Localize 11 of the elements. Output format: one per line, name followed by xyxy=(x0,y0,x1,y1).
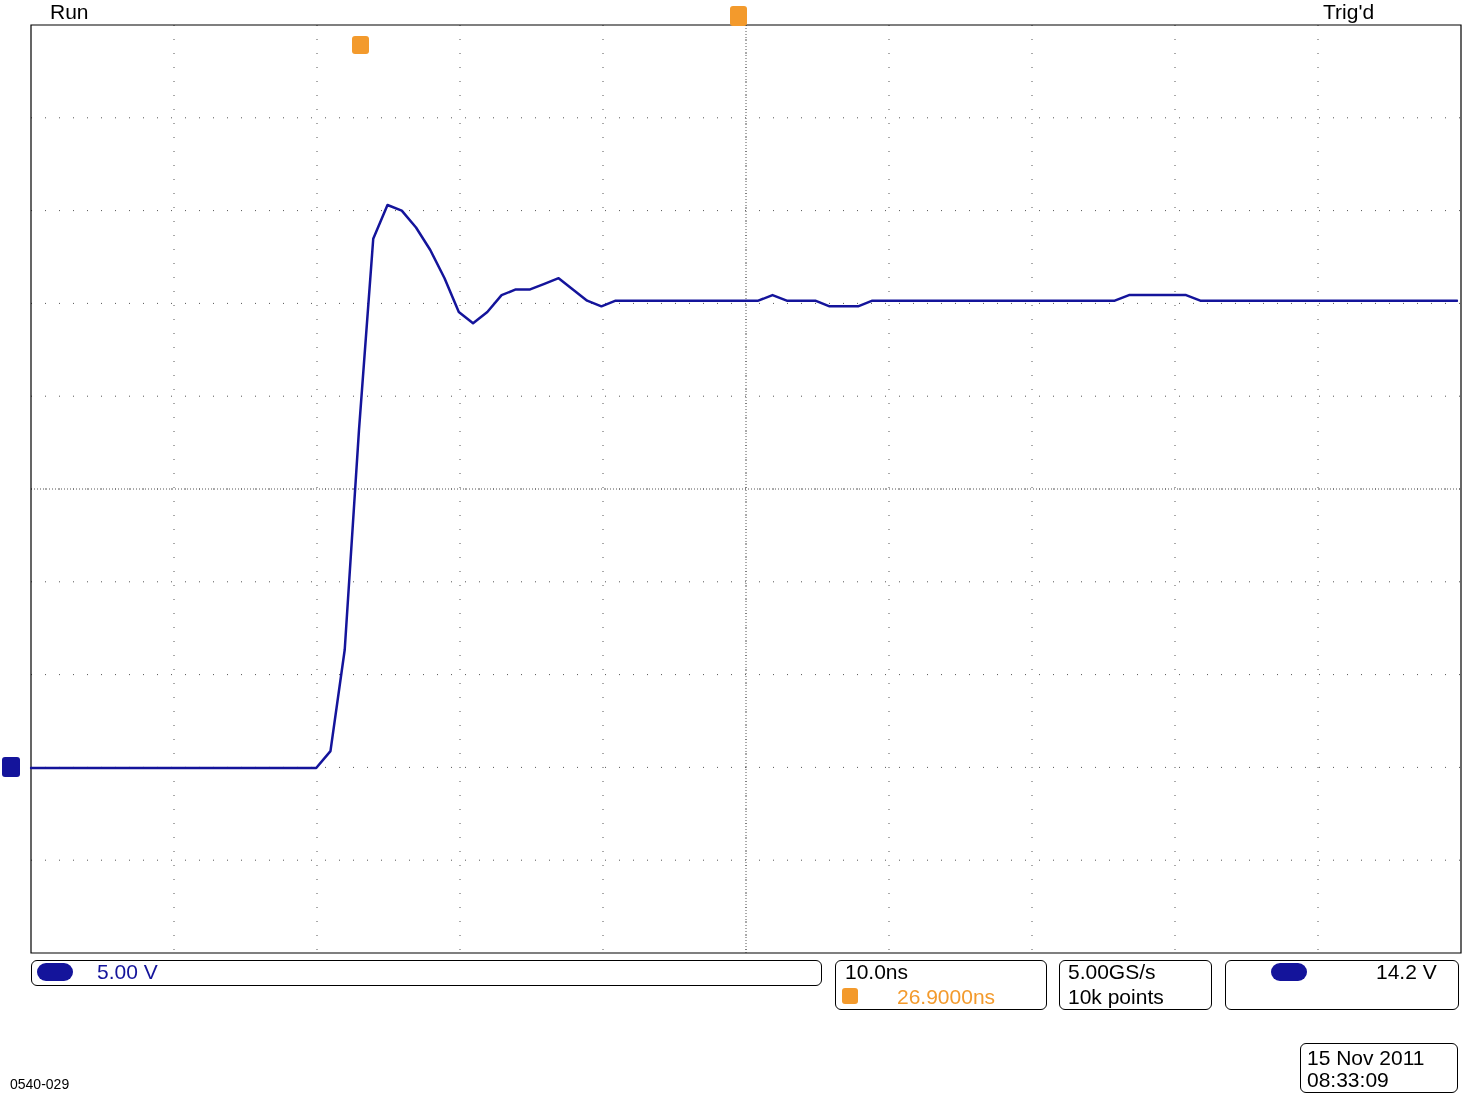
text: 5.00 V xyxy=(97,960,158,984)
text: 14.2 V xyxy=(1376,960,1437,984)
text: 26.9000ns xyxy=(897,985,996,1009)
text: 08:33:09 xyxy=(1307,1068,1389,1092)
text: 15 Nov 2011 xyxy=(1307,1046,1425,1070)
text: 10k points xyxy=(1068,985,1164,1009)
text: Run xyxy=(50,0,89,24)
text: 10.0ns xyxy=(845,960,909,984)
text: Trig'd xyxy=(1323,0,1375,24)
text: 5.00GS/s xyxy=(1068,960,1156,984)
text: 0540-029 xyxy=(10,1076,70,1092)
